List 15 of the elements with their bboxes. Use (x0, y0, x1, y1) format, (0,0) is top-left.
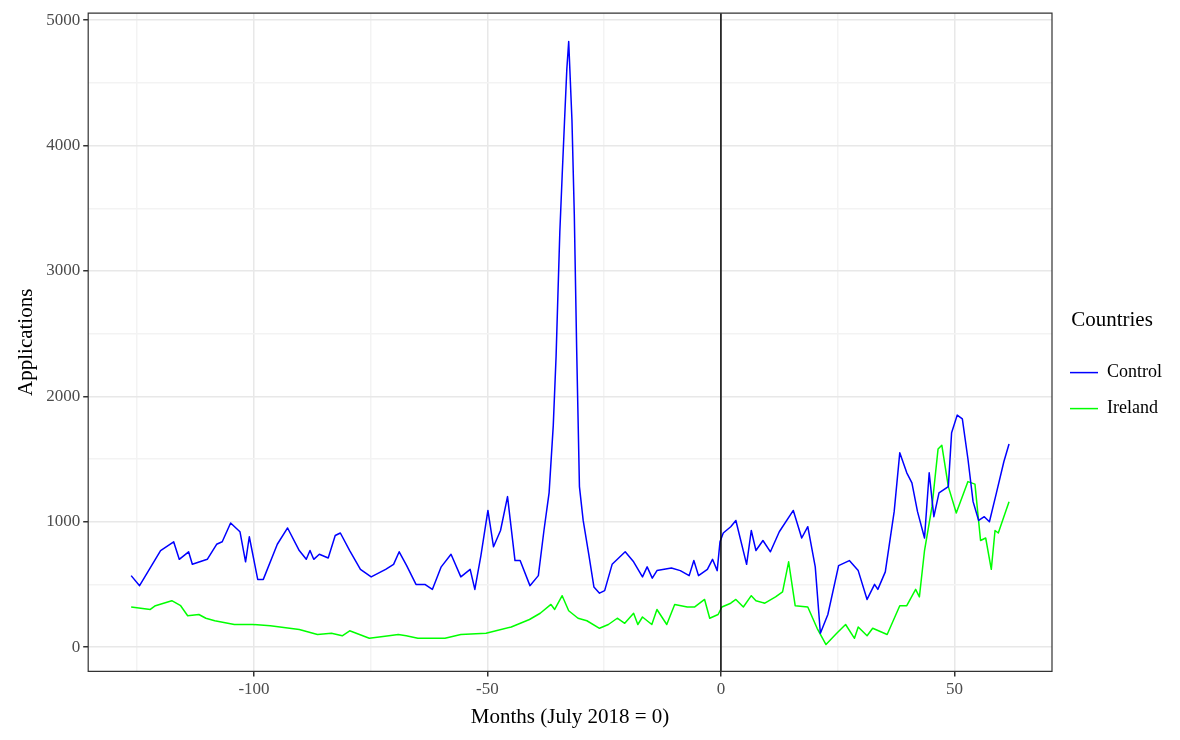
y-tick-label: 0 (71, 636, 81, 656)
y-tick-label: 5000 (46, 9, 81, 29)
x-tick-label: 0 (716, 679, 726, 699)
legend-title: Countries (1071, 307, 1153, 332)
y-tick-label: 1000 (46, 511, 81, 531)
y-tick-label: 4000 (46, 135, 81, 155)
x-tick-label: -50 (476, 679, 499, 699)
y-axis-title: Applications (13, 288, 38, 396)
legend-label: Control (1107, 361, 1163, 382)
y-tick-label: 3000 (46, 260, 81, 280)
y-tick-label: 2000 (46, 385, 81, 405)
x-axis-title: Months (July 2018 = 0) (470, 703, 670, 728)
x-tick-label: 50 (945, 679, 963, 699)
x-tick-label: -100 (238, 679, 270, 699)
legend-label: Ireland (1107, 397, 1158, 418)
